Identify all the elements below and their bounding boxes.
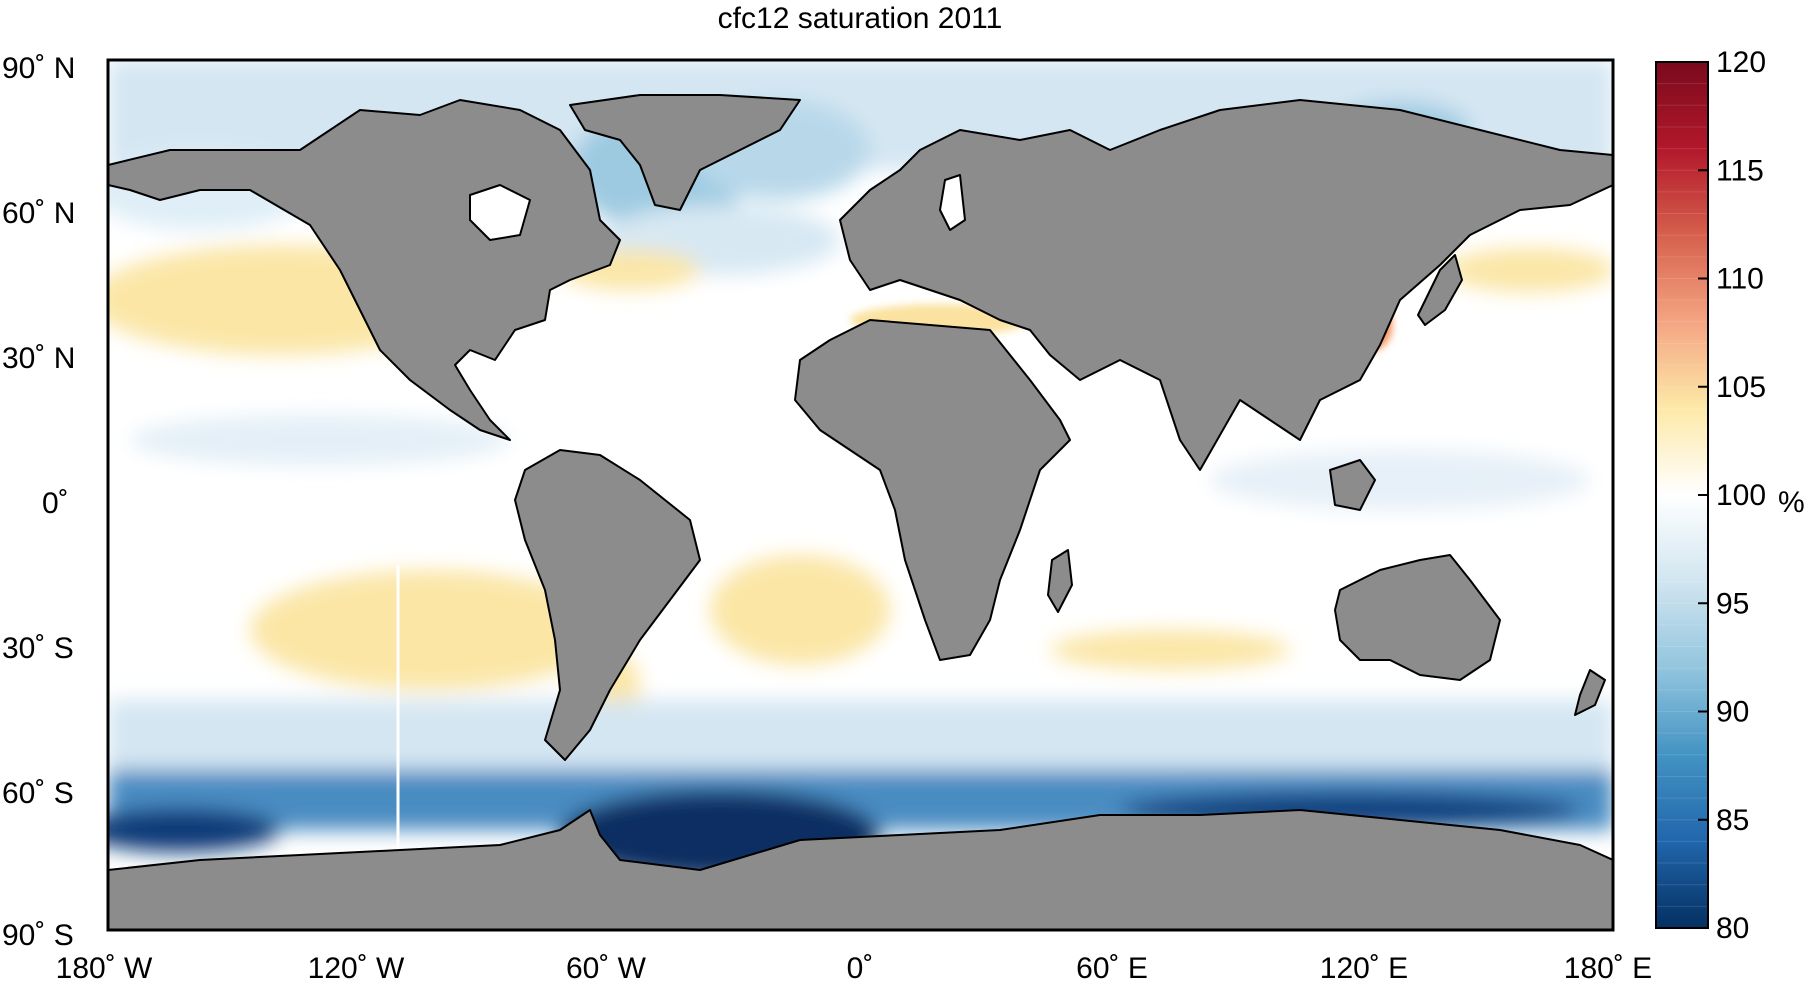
map-frame	[106, 58, 1615, 932]
lat-tick-label: 90˚ S	[2, 919, 74, 952]
land-eurasia	[839, 99, 1613, 471]
land-borneo	[1329, 459, 1376, 511]
lat-tick-label: 30˚ N	[2, 342, 75, 375]
lon-axis: 180˚ W 120˚ W 60˚ W 0˚ 60˚ E 120˚ E 180˚…	[56, 952, 1653, 984]
colorbar-tick-label: 80	[1716, 912, 1749, 945]
land-new-zealand	[1574, 669, 1606, 716]
south-atlantic-gyre	[710, 555, 890, 665]
lon-tick-label: 120˚ E	[1320, 952, 1408, 984]
lat-tick-label: 0˚	[42, 487, 69, 520]
colorbar-unit: %	[1778, 486, 1805, 519]
lon-tick-label: 180˚ W	[56, 952, 153, 984]
colorbar-tick-label: 115	[1716, 154, 1764, 187]
south-pacific-gyre	[250, 570, 610, 690]
lat-tick-label: 60˚ S	[2, 777, 74, 810]
lon-tick-label: 60˚ W	[566, 952, 647, 984]
land	[108, 94, 1613, 930]
lon-tick-label: 0˚	[847, 952, 874, 984]
lat-tick-label: 30˚ S	[2, 632, 74, 665]
indo-pacific-band	[1210, 450, 1590, 510]
colorbar-ticks: 120 115 110 105 100 95 90 85 80	[1698, 46, 1766, 945]
lat-axis: 90˚ N 60˚ N 30˚ N 0˚ 30˚ S 60˚ S 90˚ S	[2, 52, 75, 952]
land-madagascar	[1047, 549, 1073, 613]
south-indian-gyre	[1050, 630, 1290, 670]
east-pacific-band	[130, 415, 510, 465]
lon-tick-label: 180˚ E	[1564, 952, 1652, 984]
lat-tick-label: 90˚ N	[2, 52, 75, 85]
kuroshio-warm	[1445, 248, 1613, 292]
colorbar-tick-label: 100	[1716, 479, 1766, 512]
land-greenland	[569, 94, 801, 211]
lon-tick-label: 120˚ W	[308, 952, 405, 984]
lat-tick-label: 60˚ N	[2, 197, 75, 230]
land-scandinavia-cut	[939, 174, 966, 231]
colorbar-tick-label: 105	[1716, 371, 1766, 404]
land-antarctica	[108, 809, 1613, 930]
lon-tick-label: 60˚ E	[1076, 952, 1148, 984]
colorbar-tick-label: 90	[1716, 696, 1749, 729]
land-south-america	[514, 449, 701, 761]
map-title: cfc12 saturation 2011	[718, 2, 1003, 35]
land-africa	[794, 319, 1071, 661]
land-australia	[1334, 554, 1501, 681]
colorbar: 120 115 110 105 100 95 90 85 80 %	[1655, 46, 1805, 945]
land-hudson-bay-cut	[469, 184, 531, 241]
southern-ocean-light	[108, 700, 1613, 780]
colorbar-tick-label: 85	[1716, 804, 1749, 837]
ross-sea-deep	[108, 808, 280, 852]
land-japan	[1417, 254, 1463, 326]
colorbar-steps	[1656, 83, 1708, 907]
colorbar-tick-label: 95	[1716, 587, 1749, 620]
land-north-america	[108, 99, 621, 441]
colorbar-tick-label: 110	[1716, 263, 1764, 296]
colorbar-tick-label: 120	[1716, 46, 1766, 79]
